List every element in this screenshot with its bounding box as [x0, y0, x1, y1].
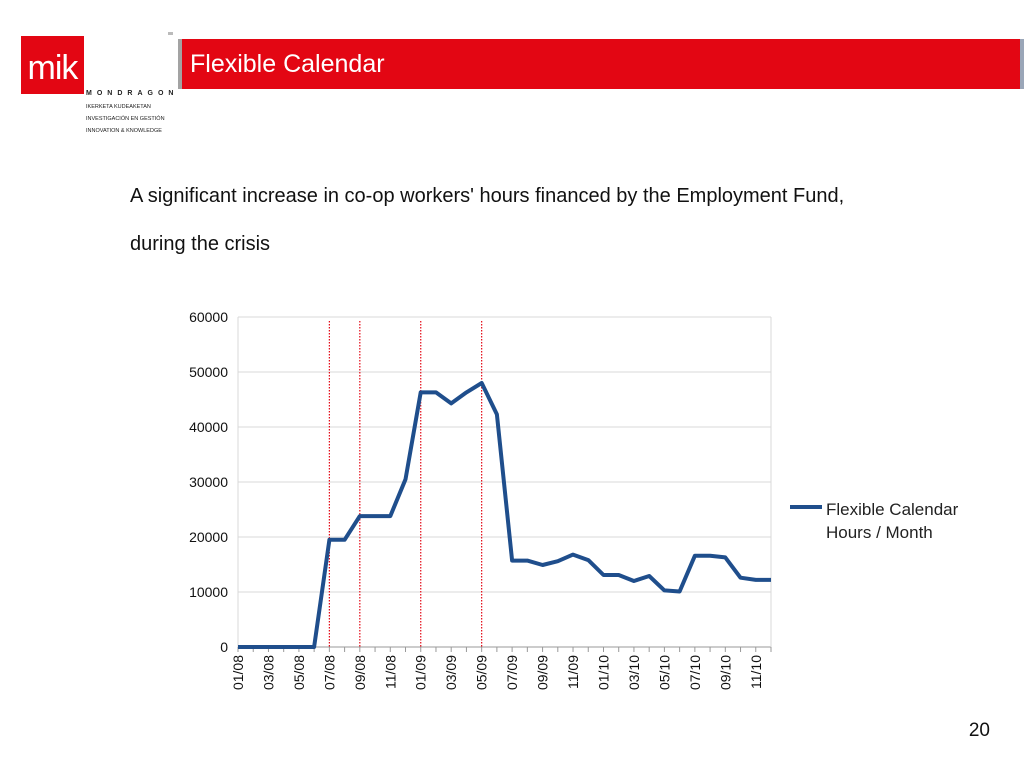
x-tick-label: 09/09: [535, 655, 551, 690]
x-tick-label: 03/10: [626, 655, 642, 690]
series-line: [238, 381, 771, 649]
title-bar: [178, 39, 1024, 89]
y-tick-label: 10000: [189, 584, 228, 600]
decorative-dash: [168, 32, 173, 35]
y-tick-label: 20000: [189, 529, 228, 545]
org-name: MONDRAGON: [86, 90, 179, 97]
org-line-3: INNOVATION & KNOWLEDGE: [86, 128, 162, 134]
y-tick-label: 50000: [189, 364, 228, 380]
x-tick-label: 11/08: [382, 655, 398, 689]
title-bar-edge: [1020, 39, 1024, 89]
y-tick-label: 60000: [189, 309, 228, 325]
slide-subtitle: A significant increase in co-op workers'…: [130, 185, 845, 255]
y-tick-label: 30000: [189, 474, 228, 490]
x-tick-label: 03/09: [443, 655, 459, 690]
org-line-2: INVESTIGACIÓN EN GESTIÓN: [86, 116, 165, 122]
x-tick-label: 01/09: [413, 655, 429, 690]
x-tick-label: 01/10: [595, 655, 611, 690]
x-tick-label: 09/08: [352, 655, 368, 690]
slide-title: Flexible Calendar: [190, 50, 385, 78]
page-number: 20: [968, 720, 990, 741]
org-line-1: IKERKETA KUDEAKETAN: [86, 104, 151, 110]
x-tick-label: 11/09: [565, 655, 581, 689]
legend-label: Flexible Calendar Hours / Month: [826, 500, 959, 542]
y-tick-label: 40000: [189, 419, 228, 435]
x-tick-label: 05/09: [474, 655, 490, 690]
x-tick-label: 01/08: [230, 655, 246, 690]
x-tick-label: 05/08: [291, 655, 307, 690]
x-tick-label: 07/10: [687, 655, 703, 690]
x-tick-label: 05/10: [656, 655, 672, 690]
y-tick-label: 0: [220, 639, 228, 655]
logo-background: [21, 36, 84, 94]
x-tick-label: 07/08: [321, 655, 337, 690]
x-tick-label: 09/10: [717, 655, 733, 690]
x-tick-label: 07/09: [504, 655, 520, 690]
logo-text: mik: [27, 49, 79, 87]
x-tick-label: 03/08: [260, 655, 276, 690]
x-tick-label: 11/10: [748, 655, 764, 689]
